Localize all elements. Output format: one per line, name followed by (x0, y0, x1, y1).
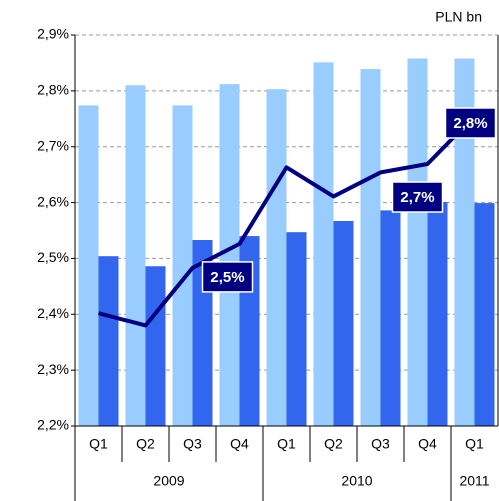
data-label: 2,7% (400, 189, 434, 206)
x-tick-label: Q1 (465, 436, 484, 452)
data-label-box (391, 181, 444, 213)
bar (333, 221, 354, 426)
x-group-label: 2011 (459, 473, 489, 489)
x-group-label: 2010 (341, 473, 372, 489)
x-tick-label: Q4 (230, 436, 249, 452)
y-tick-label: 2,2% (37, 417, 69, 433)
bar (427, 202, 448, 426)
bar (125, 85, 146, 427)
y-tick-label: 2,9% (37, 26, 69, 42)
x-tick-label: Q4 (418, 436, 437, 452)
data-label-box (444, 107, 497, 139)
y-tick-label: 2,5% (37, 249, 69, 265)
bar (380, 210, 401, 426)
bar (360, 69, 381, 426)
bar (407, 58, 428, 427)
bar (145, 266, 166, 426)
y2-axis-label: PLN bn (435, 9, 482, 25)
line (97, 114, 476, 328)
x-tick-label: Q1 (89, 436, 108, 452)
data-label-box (201, 261, 254, 293)
data-label: 2,5% (210, 269, 244, 286)
x-tick-label: Q1 (277, 436, 296, 452)
bar (286, 232, 307, 426)
data-label: 2,8% (453, 115, 487, 132)
bar (266, 89, 287, 426)
bar (313, 62, 334, 427)
x-group-label: 2009 (153, 473, 184, 489)
x-tick-label: Q3 (371, 436, 390, 452)
x-tick-label: Q2 (136, 436, 155, 452)
y-tick-label: 2,4% (37, 305, 69, 321)
x-tick-label: Q3 (183, 436, 202, 452)
y-tick-label: 2,6% (37, 193, 69, 209)
x-tick-label: Q2 (324, 436, 343, 452)
bar (172, 105, 193, 426)
bar (219, 84, 240, 426)
bar (454, 58, 475, 427)
y-tick-label: 2,3% (37, 361, 69, 377)
bar (78, 105, 99, 426)
bar (474, 203, 495, 426)
y-tick-label: 2,7% (37, 137, 69, 153)
bar (98, 256, 119, 426)
y-tick-label: 2,8% (37, 82, 69, 98)
